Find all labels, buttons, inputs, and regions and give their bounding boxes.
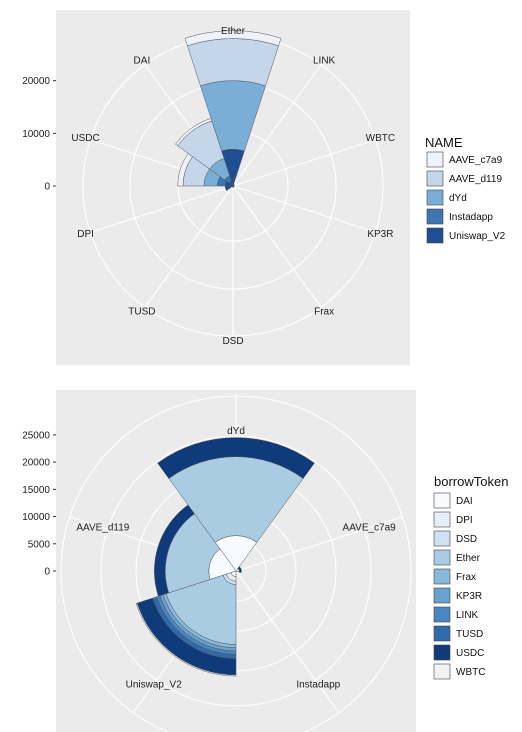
legend-label-kp3r: KP3R [456, 591, 482, 602]
category-label-ether: Ether [221, 26, 246, 37]
legend-label-uniswap_v2: Uniswap_V2 [449, 231, 506, 242]
category-label-tusd: TUSD [128, 306, 155, 317]
legend-key-tusd [433, 625, 451, 642]
legend-label-link: LINK [456, 610, 479, 621]
legend-key-ether [433, 549, 451, 566]
y-tick-label-2: 20000 [22, 76, 50, 87]
panel-1-category-labels: Ether LINK WBTC KP3R Frax DSD TUSD DPI USDC DAI [71, 26, 395, 347]
legend-key-link [433, 606, 451, 623]
y-tick-label-5: 25000 [22, 430, 50, 441]
chart-panel-2: dYd AAVE_c7a9 Instadapp Uniswap_V2 AAVE_d119… [22, 390, 508, 732]
legend-key-dpi [433, 511, 451, 528]
grid-spoke-7 [90, 185, 234, 233]
category-label-aave_c7a9: AAVE_c7a9 [343, 523, 397, 534]
bar-aave_c7a9-ether [184, 30, 282, 47]
legend-key-uniswap_v2 [426, 227, 444, 244]
legend-label-aave_d119: AAVE_d119 [449, 174, 502, 185]
category-label-frax: Frax [314, 306, 334, 317]
grid-spoke-2 [232, 139, 376, 187]
legend-label-usdc: USDC [456, 648, 484, 659]
grid-spoke-6 [144, 185, 234, 308]
legend-2-title: borrowToken [434, 474, 508, 489]
grid-spoke-4 [232, 185, 322, 308]
category-label-wbtc: WBTC [366, 133, 395, 144]
legend-key-instadapp [426, 208, 444, 225]
category-label-uniswap_v2: Uniswap_V2 [126, 679, 183, 690]
legend-key-aave_d119 [426, 170, 444, 187]
bar-aave_c7a9-dai [175, 118, 213, 147]
legend-key-dai [433, 492, 451, 509]
category-label-kp3r: KP3R [367, 229, 393, 240]
panel-1-legend: NAME AAVE_c7a9 AAVE_d119 dYd Instadapp Unisw… [425, 135, 506, 244]
panel-2-legend: borrowToken DAI DPI DSD Ether Frax KP3R LINK TU… [433, 474, 508, 680]
legend-1-title: NAME [425, 135, 463, 150]
panel-1-bars [175, 30, 282, 191]
panel-2-y-ticks: 0 5000 10000 15000 20000 25000 [22, 430, 56, 578]
category-label-link: LINK [313, 56, 336, 67]
y-tick-label-0: 0 [44, 567, 50, 578]
legend-key-aave_c7a9 [426, 151, 444, 168]
legend-label-dai: DAI [456, 496, 473, 507]
legend-label-dsd: DSD [456, 534, 477, 545]
legend-key-usdc [433, 644, 451, 661]
category-label-dyd: dYd [227, 426, 245, 437]
category-label-dai: DAI [134, 56, 151, 67]
legend-label-dyd: dYd [449, 193, 467, 204]
y-tick-label-2: 10000 [22, 512, 50, 523]
legend-label-aave_c7a9: AAVE_c7a9 [449, 155, 503, 166]
grid-spoke-1 [232, 64, 322, 187]
bar-aave_d119-ether [187, 38, 279, 87]
legend-label-tusd: TUSD [456, 629, 483, 640]
legend-label-ether: Ether [456, 553, 481, 564]
category-label-instadapp: Instadapp [296, 679, 340, 690]
bar-aave_c7a9-usdc [177, 153, 193, 187]
y-tick-label-1: 10000 [22, 129, 50, 140]
category-label-dsd: DSD [222, 336, 243, 347]
legend-label-dpi: DPI [456, 515, 473, 526]
category-label-dpi: DPI [77, 229, 94, 240]
bar-usdc-aave_d119 [154, 504, 195, 597]
y-tick-label-1: 5000 [28, 539, 51, 550]
panel-2-bars [135, 437, 315, 677]
bar-usdc-dyd [157, 437, 315, 479]
grid-spoke-2 [235, 570, 340, 713]
bar-usdc-aave_c7a9 [237, 566, 242, 573]
grid-spoke-3 [232, 185, 376, 233]
grid-spoke-1 [235, 516, 403, 572]
legend-key-kp3r [433, 587, 451, 604]
legend-label-instadapp: Instadapp [449, 212, 493, 223]
category-label-aave_d119: AAVE_d119 [76, 523, 129, 534]
legend-key-dyd [426, 189, 444, 206]
chart-panel-1: Ether LINK WBTC KP3R Frax DSD TUSD DPI USDC DAI 0… [22, 10, 506, 365]
y-tick-label-0: 0 [44, 182, 50, 193]
y-tick-label-4: 20000 [22, 458, 50, 469]
y-tick-label-3: 15000 [22, 485, 50, 496]
panel-1-y-ticks: 0 10000 20000 [22, 76, 56, 193]
category-label-usdc: USDC [71, 133, 99, 144]
legend-key-dsd [433, 530, 451, 547]
legend-key-frax [433, 568, 451, 585]
bar-wbtc-uniswap_v2 [135, 602, 237, 677]
legend-key-wbtc [433, 663, 451, 680]
legend-label-frax: Frax [456, 572, 476, 583]
legend-label-wbtc: WBTC [456, 667, 485, 678]
panel-2-category-labels: dYd AAVE_c7a9 Instadapp Uniswap_V2 AAVE_d119 [76, 426, 396, 690]
